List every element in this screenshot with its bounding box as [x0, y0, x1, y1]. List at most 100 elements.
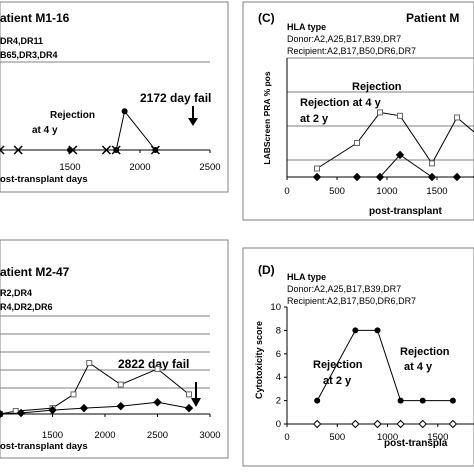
panel-b-series-2-point — [116, 401, 125, 411]
panel-c-donor: Donor:A2,A25,B17,B39,DR7 — [287, 34, 401, 44]
panel-a-series-2-point — [113, 147, 120, 153]
panel-a-series-2-point — [121, 108, 128, 115]
panel-d-rejection-2y-line2: at 2 y — [323, 375, 352, 387]
panel-c-series-1-point — [377, 109, 383, 116]
panel-c-series-2-point — [427, 172, 437, 182]
panel-c-rejection-bar: Rejection — [352, 81, 402, 93]
panel-c-series-2-point — [312, 172, 322, 182]
panel-c-xtick-label: 500 — [329, 186, 345, 197]
panel-c-series-2-point — [395, 150, 405, 160]
panel-b-hla-line-1: R2,DR4 — [0, 288, 32, 298]
panel-b-title: atient M2-47 — [0, 265, 70, 279]
panel-b-xtick-label: 3000 — [199, 430, 220, 441]
panel-c-rejection-4y: Rejection at 4 y — [300, 97, 382, 109]
panel-a-series-1-point — [13, 145, 23, 155]
panel-c-series-2-point — [375, 172, 385, 182]
panel-d-series-1-line — [316, 329, 453, 402]
panel-a-hla-line-2: B65,DR3,DR4 — [0, 50, 58, 60]
panel-d: (D) HLA type Donor:A2,A25,B17,B39,DR7 Re… — [242, 247, 474, 467]
panel-a-hla-line-1: DR4,DR11 — [0, 36, 43, 46]
panel-c: (C) Patient M HLA type Donor:A2,A25,B17,… — [242, 1, 474, 221]
panel-b-fail-arrow — [191, 382, 201, 407]
panel-b-xlabel: ost-transplant days — [0, 441, 88, 452]
panel-d-series-2-point — [312, 419, 322, 429]
panel-c-hla-heading: HLA type — [287, 22, 326, 32]
panel-d-ytick-label: 6 — [276, 349, 281, 360]
panel-d-series-2-point — [351, 419, 360, 429]
panel-b-series-2-point — [48, 405, 57, 415]
panel-d-recipient: Recipient:A2,B17,B50,DR6,DR7 — [287, 296, 416, 306]
panel-b-series-1-point — [70, 391, 77, 398]
panel-d-series-1-point — [352, 327, 359, 334]
panel-c-ylabel: LABScreen PRA % pos — [262, 71, 272, 164]
panel-c-xtick-label: 1500 — [426, 186, 447, 197]
panel-a-series-2-point — [67, 147, 73, 153]
panel-d-ytick-label: 8 — [276, 325, 281, 336]
panel-c-rejection-2y: at 2 y — [300, 113, 329, 125]
panel-b: atient M2-47 R2,DR4 R4,DR2,DR6 2822 day … — [0, 239, 229, 459]
panel-c-letter: (C) — [258, 11, 275, 25]
panel-a-xtick-label: 2000 — [129, 162, 150, 173]
panel-d-ytick-label: 2 — [276, 396, 281, 407]
panel-a-title: atient M1-16 — [0, 11, 70, 25]
panel-a-fail-note: 2172 day fail — [140, 91, 211, 105]
panel-a-xtick-label: 2500 — [199, 162, 220, 173]
panel-c-series-1-point — [429, 160, 435, 167]
panel-c-title: Patient M — [406, 11, 459, 25]
panel-c-frame — [242, 1, 474, 221]
panel-b-series-1-point — [117, 381, 124, 388]
panel-c-series-1-point — [354, 140, 360, 146]
panel-a: atient M1-16 DR4,DR11 B65,DR3,DR4 2172 d… — [0, 1, 229, 193]
panel-d-donor: Donor:A2,A25,B17,B39,DR7 — [287, 284, 401, 294]
panel-d-ytick-label: 4 — [276, 372, 281, 383]
panel-c-series-2-line — [317, 154, 474, 178]
panel-d-series-1-point — [374, 327, 381, 334]
panel-d-series-1-point — [397, 397, 404, 404]
panel-d-ytick-label: 0 — [276, 419, 281, 430]
panel-c-series-1-point — [454, 114, 460, 121]
panel-c-recipient: Recipient:A2,B17,B50,DR6,DR7 — [287, 46, 416, 56]
panel-b-frame — [0, 239, 229, 459]
panel-a-series-2-line — [70, 110, 156, 151]
panel-b-series-1-point — [86, 360, 93, 367]
panel-d-letter: (D) — [258, 263, 275, 277]
panel-d-ylabel: Cytotoxicity score — [254, 321, 264, 399]
panel-c-series-1-point — [314, 165, 320, 172]
panel-c-series-2-point — [352, 172, 362, 182]
panel-d-series-1-point — [314, 397, 321, 404]
panel-d-xtick-label: 1000 — [377, 432, 398, 443]
panel-b-series-1-point — [186, 391, 192, 398]
panel-d-series-2-point — [396, 419, 405, 429]
panel-d-series-2-point — [373, 419, 382, 429]
panel-d-rejection-4y-line1: Rejection — [400, 346, 450, 358]
panel-d-series-2-point — [418, 419, 427, 429]
panel-c-xtick-label: 1000 — [376, 186, 397, 197]
panel-d-xlabel: post-transpla — [384, 438, 448, 449]
panel-d-series-1-point — [449, 397, 456, 404]
panel-b-fail-note: 2822 day fail — [118, 357, 189, 371]
panel-d-series-1-point — [419, 397, 426, 404]
panel-a-rejection-time: at 4 y — [32, 125, 58, 136]
panel-a-series-1-point — [0, 145, 5, 155]
panel-d-xtick-label: 1500 — [427, 432, 448, 443]
panel-d-xtick-label: 0 — [284, 432, 289, 443]
panel-a-series-2-point — [152, 147, 159, 153]
panel-d-ytick-label: 10 — [270, 302, 281, 313]
panel-b-xtick-label: 2500 — [147, 430, 168, 441]
panel-d-frame — [242, 247, 474, 467]
panel-b-hla-line-2: R4,DR2,DR6 — [0, 302, 53, 312]
panel-c-xlabel: post-transplant — [369, 206, 442, 217]
panel-c-series-1-point — [397, 112, 403, 119]
panel-b-series-2-point — [16, 408, 26, 418]
panel-c-xtick-label: 0 — [284, 186, 289, 197]
panel-a-rejection-label: Rejection — [50, 110, 95, 121]
panel-d-xtick-label: 500 — [329, 432, 345, 443]
panel-b-xtick-label: 1500 — [42, 430, 63, 441]
panel-d-hla-heading: HLA type — [287, 272, 326, 282]
panel-b-series-1-point — [154, 365, 161, 372]
panel-a-frame — [0, 1, 229, 193]
panel-b-series-2-point — [153, 398, 162, 407]
panel-b-series-2-point — [184, 403, 194, 413]
panel-a-xtick-label: 1500 — [59, 162, 80, 173]
